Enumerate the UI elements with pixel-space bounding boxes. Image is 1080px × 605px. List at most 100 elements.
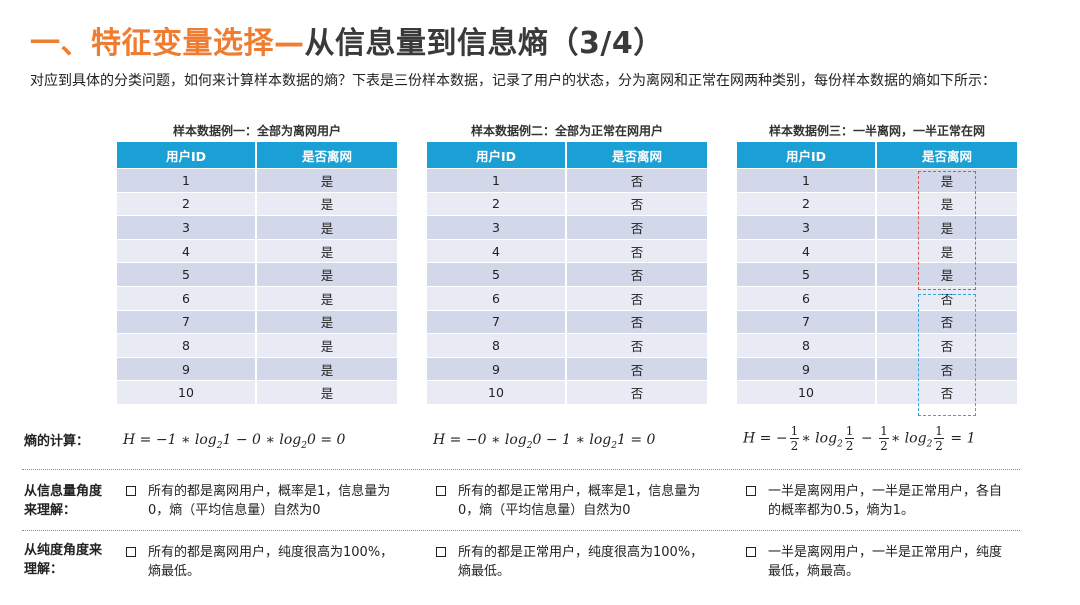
- table-caption: 样本数据例一：全部为离网用户: [172, 124, 341, 138]
- user-id-cell: 7: [737, 309, 877, 334]
- user-id-cell: 8: [427, 333, 567, 357]
- user-id-cell: 1: [117, 168, 257, 192]
- user-id-cell: 3: [737, 215, 877, 239]
- table-row: 10 否: [737, 380, 1017, 404]
- data-table: 用户ID 是否离网 1 否 2 否 3 否 4 否 5 否 6 否 7 否 8 否 9 否 10 否: [427, 142, 707, 404]
- user-id-cell: 10: [737, 380, 877, 404]
- data-table: 用户ID 是否离网 1 是 2 是 3 是 4 是 5 是 6 是 7 是 8 是 9 是 10 是: [117, 142, 397, 404]
- churn-status-cell: 是: [257, 285, 397, 310]
- purity-view-label: 从纯度角度来理解：: [24, 543, 103, 577]
- table-caption: 样本数据例二：全部为正常在网用户: [470, 124, 663, 138]
- info-bullet-1: 所有的都是离网用户，概率是1，信息量为0，熵（平均信息量）自然为0: [126, 482, 396, 520]
- churn-status-cell: 是: [257, 238, 397, 263]
- user-id-cell: 2: [737, 191, 877, 216]
- churn-status-cell: 是: [877, 238, 1017, 263]
- column-header: 用户ID: [427, 142, 567, 168]
- churn-status-cell: 是: [877, 168, 1017, 192]
- user-id-cell: 4: [737, 238, 877, 263]
- churn-status-cell: 是: [877, 215, 1017, 239]
- purity-bullet-1: 所有的都是离网用户，纯度很高为100%，熵最低。: [126, 543, 406, 581]
- column-header: 是否离网: [567, 142, 707, 168]
- churn-status-cell: 否: [567, 285, 707, 310]
- user-id-cell: 7: [427, 309, 567, 334]
- column-header: 是否离网: [877, 142, 1017, 168]
- user-id-cell: 9: [427, 356, 567, 381]
- user-id-cell: 2: [117, 191, 257, 216]
- churn-status-cell: 否: [567, 356, 707, 381]
- page-title: 一、特征变量选择—从信息量到信息熵（3/4）: [30, 18, 664, 62]
- user-id-cell: 9: [117, 356, 257, 381]
- churn-status-cell: 是: [257, 191, 397, 216]
- churn-status-cell: 是: [877, 262, 1017, 286]
- churn-status-cell: 否: [567, 168, 707, 192]
- user-id-cell: 8: [737, 333, 877, 357]
- title-part-2: 从信息量到信息熵（3/4）: [304, 26, 664, 61]
- column-header: 用户ID: [737, 142, 877, 168]
- formula-3: H = −1 2 ∗ log2 1 2 − 1 2 ∗ log2 1 2 = 1: [743, 424, 976, 453]
- checkbox-icon: [436, 547, 446, 557]
- churn-status-cell: 否: [567, 309, 707, 334]
- user-id-cell: 2: [427, 191, 567, 216]
- churn-status-cell: 是: [257, 309, 397, 334]
- churn-status-cell: 否: [877, 356, 1017, 381]
- churn-status-cell: 否: [567, 333, 707, 357]
- churn-status-cell: 是: [257, 262, 397, 286]
- churn-status-cell: 否: [567, 262, 707, 286]
- user-id-cell: 1: [737, 168, 877, 192]
- purity-bullet-2: 所有的都是正常用户，纯度很高为100%，熵最低。: [436, 543, 716, 581]
- user-id-cell: 4: [427, 238, 567, 263]
- churn-status-cell: 是: [257, 168, 397, 192]
- divider-1: [22, 469, 1020, 470]
- user-id-cell: 5: [427, 262, 567, 286]
- intro-paragraph: 对应到具体的分类问题，如何来计算样本数据的熵？下表是三份样本数据，记录了用户的状…: [30, 73, 996, 89]
- churn-status-cell: 是: [877, 191, 1017, 216]
- info-bullet-2: 所有的都是正常用户，概率是1，信息量为0，熵（平均信息量）自然为0: [436, 482, 706, 520]
- churn-status-cell: 否: [877, 333, 1017, 357]
- table-row: 10 是: [117, 380, 397, 404]
- user-id-cell: 8: [117, 333, 257, 357]
- churn-status-cell: 否: [877, 380, 1017, 404]
- data-table: 用户ID 是否离网 1 是 2 是 3 是 4 是 5 是 6 否 7 否 8 否 9 否 10 否: [737, 142, 1017, 404]
- churn-status-cell: 否: [567, 191, 707, 216]
- table-caption: 样本数据例三：一半离网，一半正常在网: [768, 124, 985, 138]
- user-id-cell: 7: [117, 309, 257, 334]
- user-id-cell: 6: [737, 285, 877, 310]
- churn-status-cell: 否: [877, 309, 1017, 334]
- user-id-cell: 4: [117, 238, 257, 263]
- user-id-cell: 3: [117, 215, 257, 239]
- churn-status-cell: 否: [567, 380, 707, 404]
- entropy-calc-label: 熵的计算：: [24, 434, 90, 449]
- checkbox-icon: [746, 486, 756, 496]
- churn-status-cell: 否: [567, 215, 707, 239]
- user-id-cell: 10: [427, 380, 567, 404]
- churn-status-cell: 否: [567, 238, 707, 263]
- user-id-cell: 1: [427, 168, 567, 192]
- user-id-cell: 5: [117, 262, 257, 286]
- formula-1: H = −1 ∗ log21 − 0 ∗ log20 = 0: [123, 432, 346, 451]
- user-id-cell: 3: [427, 215, 567, 239]
- divider-2: [22, 530, 1020, 531]
